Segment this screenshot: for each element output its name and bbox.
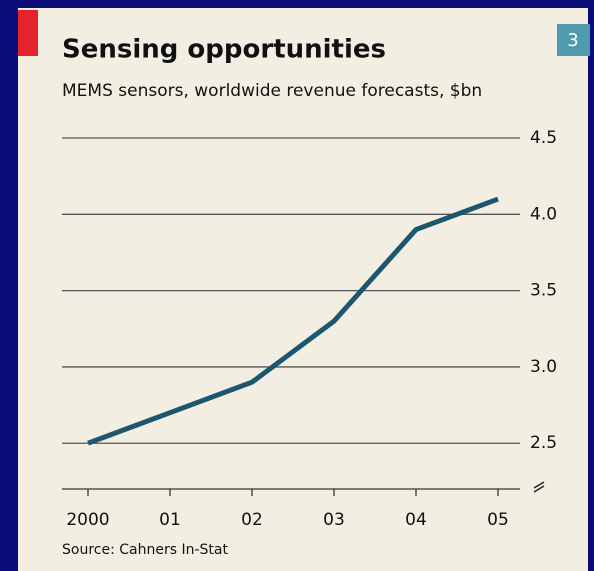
y-tick-label: 4.5 (530, 128, 557, 148)
axis-break (533, 481, 545, 493)
badge: 3 (567, 30, 578, 51)
chart-subtitle: MEMS sensors, worldwide revenue forecast… (62, 81, 482, 101)
badge-box (557, 24, 590, 56)
x-tick-label: 2000 (66, 510, 109, 530)
chart-title: Sensing opportunities (62, 35, 386, 65)
accent (18, 10, 38, 56)
line (87, 196, 499, 446)
y-tick-label: 4.0 (530, 204, 557, 224)
x-tick-label: 02 (241, 510, 263, 530)
x-tick-label: 05 (487, 510, 509, 530)
source: Source: Cahners In-Stat (62, 542, 228, 558)
x-tick-label: 01 (159, 510, 181, 530)
y-tick-label: 3.0 (530, 357, 557, 377)
x-tick-label: 04 (405, 510, 427, 530)
x-tick-label: 03 (323, 510, 345, 530)
y-tick-label: 3.5 (530, 281, 557, 301)
panel (18, 8, 588, 571)
y-tick-label: 2.5 (530, 433, 557, 453)
